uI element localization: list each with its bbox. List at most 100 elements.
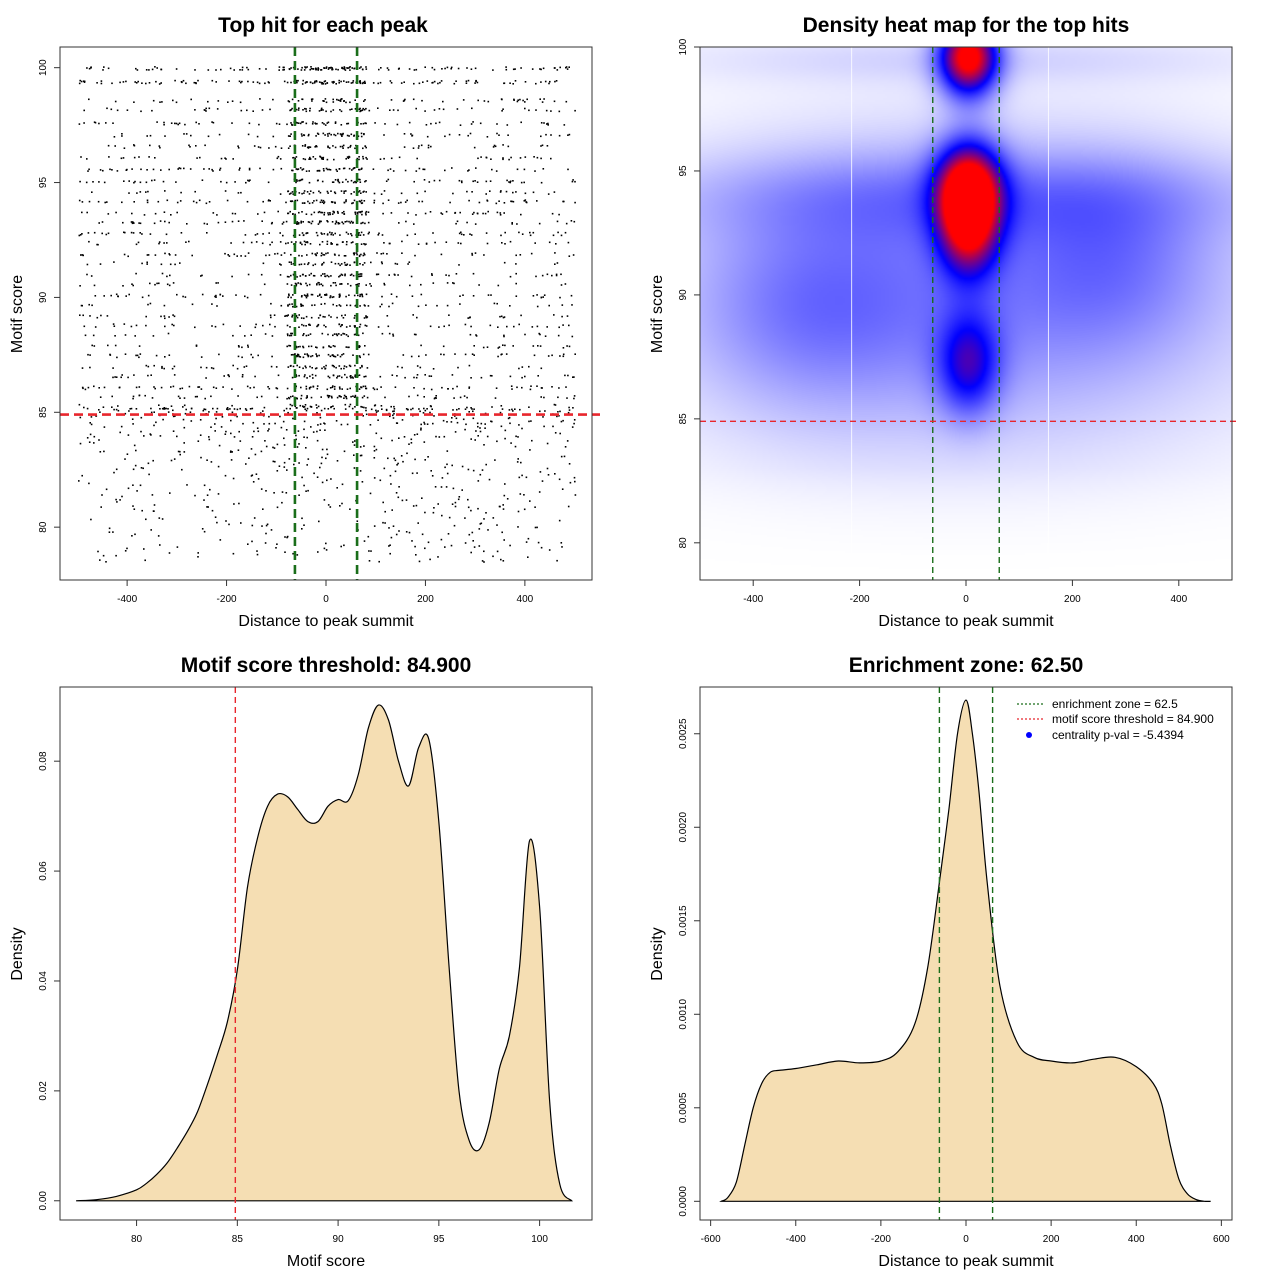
scatter-point <box>217 221 220 224</box>
scatter-point <box>316 325 318 328</box>
scatter-point <box>228 255 231 257</box>
scatter-point <box>540 296 543 299</box>
scatter-point <box>315 135 317 137</box>
scatter-point <box>536 156 539 159</box>
scatter-point <box>492 555 494 558</box>
scatter-point <box>540 135 542 138</box>
scatter-point <box>216 214 218 216</box>
scatter-point <box>437 556 439 558</box>
scatter-point <box>416 374 419 376</box>
scatter-point <box>555 274 558 277</box>
scatter-point <box>457 366 459 369</box>
scatter-point <box>364 122 366 124</box>
scatter-point <box>167 408 169 410</box>
scatter-point <box>217 465 220 468</box>
scatter-point <box>398 156 401 159</box>
scatter-point <box>254 326 257 329</box>
scatter-point <box>321 264 323 266</box>
scatter-point <box>218 133 221 136</box>
scatter-point <box>124 412 127 415</box>
scatter-point <box>301 528 303 530</box>
scatter-point <box>161 518 164 520</box>
scatter-point <box>308 133 310 136</box>
x-tick-label: 85 <box>232 1234 244 1245</box>
scatter-point <box>423 441 426 443</box>
scatter-point <box>533 354 536 357</box>
scatter-point <box>215 69 217 71</box>
scatter-point <box>214 295 216 298</box>
scatter-point <box>411 472 414 475</box>
scatter-point <box>167 411 170 413</box>
scatter-point <box>179 453 181 456</box>
scatter-point <box>328 314 330 317</box>
scatter-point <box>343 367 345 370</box>
scatter-point <box>321 158 324 160</box>
scatter-point <box>562 353 565 356</box>
scatter-point <box>350 377 352 379</box>
scatter-point <box>541 101 544 103</box>
scatter-point <box>320 220 322 223</box>
scatter-point <box>476 212 479 215</box>
scatter-point <box>354 406 356 408</box>
scatter-point <box>327 333 329 336</box>
scatter-point <box>343 210 345 213</box>
scatter-point <box>383 134 385 136</box>
scatter-point <box>354 333 357 336</box>
scatter-point <box>327 212 329 214</box>
scatter-point <box>312 377 314 379</box>
scatter-point <box>519 254 522 256</box>
scatter-point <box>387 325 390 328</box>
scatter-point <box>330 242 332 244</box>
scatter-point <box>502 344 504 346</box>
scatter-point <box>113 261 115 263</box>
scatter-point <box>212 386 215 389</box>
scatter-point <box>225 181 228 184</box>
scatter-point <box>279 158 282 160</box>
scatter-point <box>261 242 264 245</box>
scatter-point <box>211 168 213 171</box>
scatter-point <box>86 158 88 160</box>
scatter-point <box>222 323 225 326</box>
scatter-point <box>227 374 230 376</box>
scatter-point <box>349 69 351 71</box>
scatter-point <box>341 483 344 486</box>
scatter-point <box>323 169 325 172</box>
scatter-point <box>231 220 234 223</box>
scatter-point <box>332 145 334 147</box>
scatter-point <box>452 409 454 411</box>
scatter-point <box>338 365 341 367</box>
x-tick-label: 95 <box>433 1234 445 1245</box>
scatter-point <box>301 98 304 101</box>
scatter-point <box>230 242 232 244</box>
scatter-point <box>145 191 147 193</box>
scatter-point <box>228 375 230 378</box>
scatter-point <box>286 536 288 539</box>
scatter-point <box>344 69 347 71</box>
scatter-point <box>309 156 311 159</box>
scatter-point <box>342 167 345 170</box>
scatter-point <box>507 145 510 148</box>
scatter-point <box>573 419 576 421</box>
scatter-point <box>367 353 370 356</box>
scatter-point <box>406 452 408 455</box>
scatter-point <box>562 355 565 358</box>
scatter-point <box>272 460 275 463</box>
scatter-point <box>569 481 572 484</box>
scatter-point <box>496 211 499 214</box>
scatter-point <box>521 386 523 389</box>
scatter-point <box>152 168 155 171</box>
scatter-point <box>345 231 348 234</box>
scatter-point <box>317 324 319 327</box>
scatter-point <box>468 199 470 202</box>
scatter-point <box>423 387 425 390</box>
scatter-point <box>518 231 520 234</box>
scatter-point <box>99 263 102 265</box>
x-tick-label: 80 <box>131 1234 143 1245</box>
scatter-point <box>267 386 269 388</box>
scatter-point <box>323 261 325 264</box>
scatter-point <box>322 156 325 159</box>
scatter-point <box>237 449 240 451</box>
scatter-point <box>498 134 500 136</box>
scatter-point <box>317 295 319 297</box>
scatter-point <box>164 252 166 255</box>
